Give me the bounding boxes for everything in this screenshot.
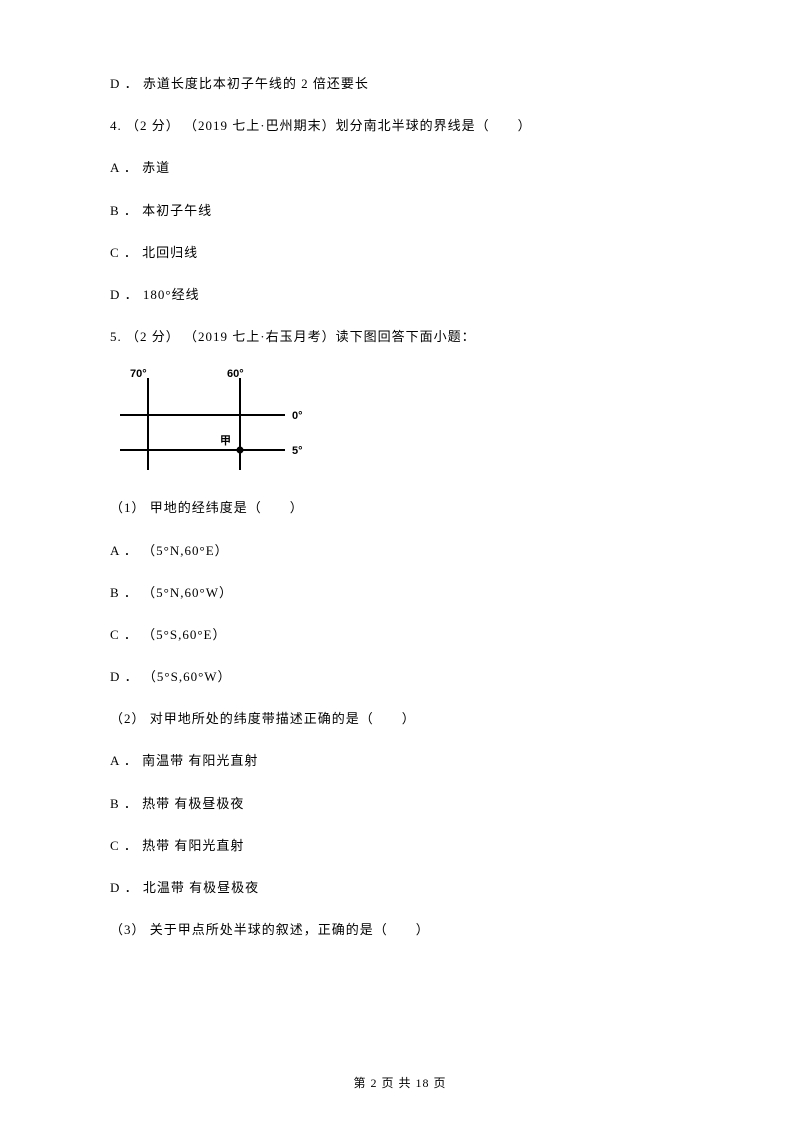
diagram-label-0: 0° bbox=[292, 409, 303, 424]
page-footer: 第 2 页 共 18 页 bbox=[0, 1075, 800, 1092]
question-5: 5. （2 分） （2019 七上·右玉月考）读下图回答下面小题： bbox=[110, 328, 690, 346]
q5-part1: （1） 甲地的经纬度是（ ） bbox=[110, 499, 690, 517]
diagram-label-jia: 甲 bbox=[220, 434, 231, 449]
q4-option-b: B ． 本初子午线 bbox=[110, 202, 690, 220]
coordinate-diagram: 70° 60° 0° 5° 甲 bbox=[110, 370, 310, 475]
option-d-prev: D ． 赤道长度比本初子午线的 2 倍还要长 bbox=[110, 75, 690, 93]
q5-p1-option-a: A ． （5°N,60°E） bbox=[110, 542, 690, 560]
q5-p2-option-c: C ． 热带 有阳光直射 bbox=[110, 837, 690, 855]
q5-p2-option-d: D ． 北温带 有极昼极夜 bbox=[110, 879, 690, 897]
q5-p2-option-a: A ． 南温带 有阳光直射 bbox=[110, 752, 690, 770]
q5-part3: （3） 关于甲点所处半球的叙述，正确的是（ ） bbox=[110, 921, 690, 939]
q4-option-c: C ． 北回归线 bbox=[110, 244, 690, 262]
q5-part2: （2） 对甲地所处的纬度带描述正确的是（ ） bbox=[110, 710, 690, 728]
diagram-label-60: 60° bbox=[227, 367, 244, 382]
q5-p1-option-c: C ． （5°S,60°E） bbox=[110, 626, 690, 644]
q5-p1-option-b: B ． （5°N,60°W） bbox=[110, 584, 690, 602]
q5-p1-option-d: D ． （5°S,60°W） bbox=[110, 668, 690, 686]
question-4: 4. （2 分） （2019 七上·巴州期末）划分南北半球的界线是（ ） bbox=[110, 117, 690, 135]
diagram-svg bbox=[110, 370, 310, 475]
q4-option-d: D ． 180°经线 bbox=[110, 286, 690, 304]
q5-p2-option-b: B ． 热带 有极昼极夜 bbox=[110, 795, 690, 813]
diagram-label-70: 70° bbox=[130, 367, 147, 382]
q4-option-a: A ． 赤道 bbox=[110, 159, 690, 177]
diagram-label-5: 5° bbox=[292, 444, 303, 459]
